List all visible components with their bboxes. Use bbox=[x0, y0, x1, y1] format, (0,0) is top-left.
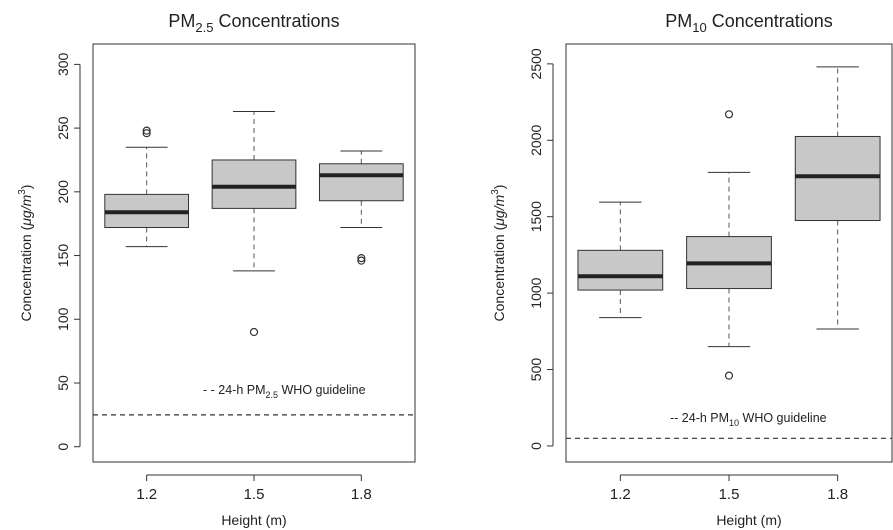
y-tick-label: 100 bbox=[55, 307, 71, 331]
guideline-label-end: WHO guideline bbox=[739, 411, 827, 425]
outlier bbox=[142, 126, 151, 135]
x-tick-label: 1.2 bbox=[610, 486, 631, 503]
x-axis-label: Height (m) bbox=[221, 512, 286, 528]
y-tick-label: 2000 bbox=[528, 125, 544, 156]
y-label-sup: 3 bbox=[490, 189, 501, 195]
y-tick-label: 1000 bbox=[528, 277, 544, 308]
y-tick-label: 1500 bbox=[528, 201, 544, 232]
x-tick-label: 1.5 bbox=[719, 486, 740, 503]
outlier bbox=[357, 256, 366, 265]
guideline-label-end: WHO guideline bbox=[278, 383, 366, 397]
outlier bbox=[724, 371, 734, 380]
x-tick-label: 1.5 bbox=[244, 486, 265, 503]
outlier bbox=[249, 327, 259, 337]
y-tick-label: 0 bbox=[528, 442, 544, 450]
box bbox=[318, 163, 404, 202]
box bbox=[794, 135, 881, 222]
y-label-end: ) bbox=[18, 185, 34, 190]
y-axis-label: Concentration (μg/m3) bbox=[490, 185, 507, 322]
chart-title: PM2.5 Concentrations bbox=[168, 11, 339, 35]
y-tick-label: 50 bbox=[55, 375, 71, 391]
y-tick-label: 300 bbox=[55, 52, 71, 76]
guideline-label-start: - - 24-h PM bbox=[203, 383, 266, 397]
title-main: PM bbox=[665, 11, 692, 31]
x-tick-label: 1.8 bbox=[351, 486, 372, 503]
x-axis-label: Height (m) bbox=[716, 512, 781, 528]
outlier bbox=[142, 129, 151, 138]
y-label-start: Concentration ( bbox=[18, 225, 34, 321]
title-rest: Concentrations bbox=[214, 11, 340, 31]
x-tick-label: 1.8 bbox=[827, 486, 848, 503]
title-rest: Concentrations bbox=[707, 11, 833, 31]
y-label-unit: μg/m bbox=[18, 194, 34, 226]
y-label-unit: μg/m bbox=[491, 194, 507, 226]
y-tick-label: 200 bbox=[55, 180, 71, 204]
x-tick-label: 1.2 bbox=[136, 486, 157, 503]
guideline-label: - - 24-h PM2.5 WHO guideline bbox=[203, 383, 366, 400]
box bbox=[211, 159, 297, 209]
guideline-label: -- 24-h PM10 WHO guideline bbox=[670, 411, 827, 428]
y-tick-label: 0 bbox=[55, 443, 71, 451]
outlier bbox=[724, 110, 734, 119]
title-sub: 10 bbox=[692, 20, 706, 35]
guideline-label-sub: 2.5 bbox=[266, 390, 279, 400]
y-label-start: Concentration ( bbox=[491, 225, 507, 321]
guideline-label-sub: 10 bbox=[729, 418, 739, 428]
plot-frame bbox=[565, 43, 893, 463]
y-tick-label: 2500 bbox=[528, 48, 544, 79]
y-tick-label: 250 bbox=[55, 116, 71, 140]
title-main: PM bbox=[168, 11, 195, 31]
y-axis-label: Concentration (μg/m3) bbox=[17, 185, 34, 322]
y-label-sup: 3 bbox=[17, 189, 28, 195]
y-label-end: ) bbox=[491, 185, 507, 190]
y-tick-label: 500 bbox=[528, 358, 544, 382]
y-tick-label: 150 bbox=[55, 244, 71, 268]
box bbox=[577, 249, 664, 291]
chart-title: PM10 Concentrations bbox=[665, 11, 833, 35]
plot-frame bbox=[92, 43, 416, 463]
title-sub: 2.5 bbox=[195, 20, 213, 35]
outlier bbox=[357, 253, 366, 263]
guideline-label-start: -- 24-h PM bbox=[670, 411, 729, 425]
